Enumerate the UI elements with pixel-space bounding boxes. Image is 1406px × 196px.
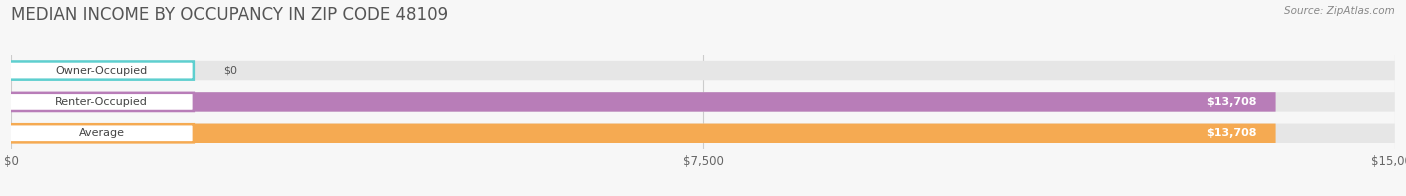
FancyBboxPatch shape: [10, 62, 194, 80]
Text: Source: ZipAtlas.com: Source: ZipAtlas.com: [1284, 6, 1395, 16]
Text: Renter-Occupied: Renter-Occupied: [55, 97, 148, 107]
FancyBboxPatch shape: [10, 124, 194, 142]
FancyBboxPatch shape: [11, 123, 1275, 143]
FancyBboxPatch shape: [10, 93, 194, 111]
Text: MEDIAN INCOME BY OCCUPANCY IN ZIP CODE 48109: MEDIAN INCOME BY OCCUPANCY IN ZIP CODE 4…: [11, 6, 449, 24]
FancyBboxPatch shape: [11, 92, 1395, 112]
Text: $13,708: $13,708: [1206, 128, 1257, 138]
Text: $0: $0: [224, 65, 238, 76]
Text: $13,708: $13,708: [1206, 97, 1257, 107]
FancyBboxPatch shape: [11, 123, 1395, 143]
Text: Owner-Occupied: Owner-Occupied: [55, 65, 148, 76]
FancyBboxPatch shape: [11, 92, 1275, 112]
FancyBboxPatch shape: [11, 61, 1395, 80]
Text: Average: Average: [79, 128, 125, 138]
